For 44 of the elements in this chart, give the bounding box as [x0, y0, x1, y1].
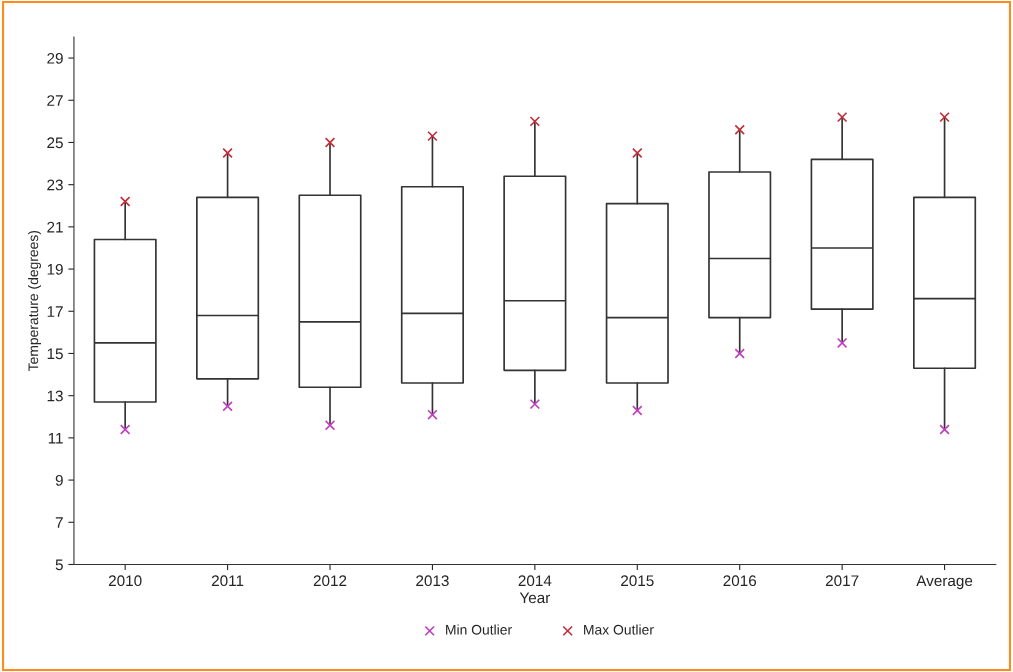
point	[734, 348, 745, 359]
y-tick-label: 25	[47, 137, 63, 149]
point	[119, 424, 131, 435]
legend-label: Min Outlier	[446, 624, 512, 635]
y-tick-label: 17	[47, 306, 63, 317]
point	[427, 409, 438, 420]
point	[324, 137, 336, 148]
x-tick-label: 2017	[825, 575, 859, 587]
y-tick-label: 11	[48, 432, 63, 444]
point	[836, 111, 848, 123]
x-tick-label: Average	[916, 575, 973, 590]
y-tick-label: 29	[47, 52, 63, 64]
point	[836, 337, 848, 349]
point	[734, 124, 745, 136]
x-tick-label: 2013	[416, 575, 449, 587]
point	[632, 147, 643, 159]
point	[939, 424, 950, 435]
y-tick-label: 9	[55, 474, 63, 486]
y-tick-label: 19	[47, 263, 63, 275]
y-tick-label: 5	[55, 559, 63, 571]
y-tick-label: 15	[47, 348, 63, 360]
y-tick-label: 27	[47, 95, 63, 106]
y-tick-label: 23	[47, 179, 63, 191]
point	[529, 398, 541, 410]
x-axis-title: Year	[519, 592, 551, 604]
point	[529, 116, 541, 127]
y-tick-label: 13	[47, 390, 63, 402]
x-tick-label: 2016	[723, 575, 757, 587]
point	[324, 419, 336, 431]
legend-label: Max Outlier	[584, 624, 654, 635]
x-tick-label: 2011	[211, 575, 244, 587]
y-tick-label: 21	[47, 221, 63, 233]
x-tick-label: 2015	[621, 575, 654, 587]
point	[119, 196, 131, 207]
x-tick-label: 2010	[108, 575, 142, 587]
point	[939, 111, 950, 123]
point	[427, 130, 438, 142]
y-tick-label: 7	[55, 517, 63, 528]
x-tick-label: 2012	[313, 575, 347, 587]
point	[632, 405, 643, 416]
point	[222, 400, 233, 412]
point	[222, 147, 233, 159]
x-tick-label: 2014	[518, 575, 552, 587]
y-axis-title: Temperature (degrees)	[28, 230, 41, 372]
